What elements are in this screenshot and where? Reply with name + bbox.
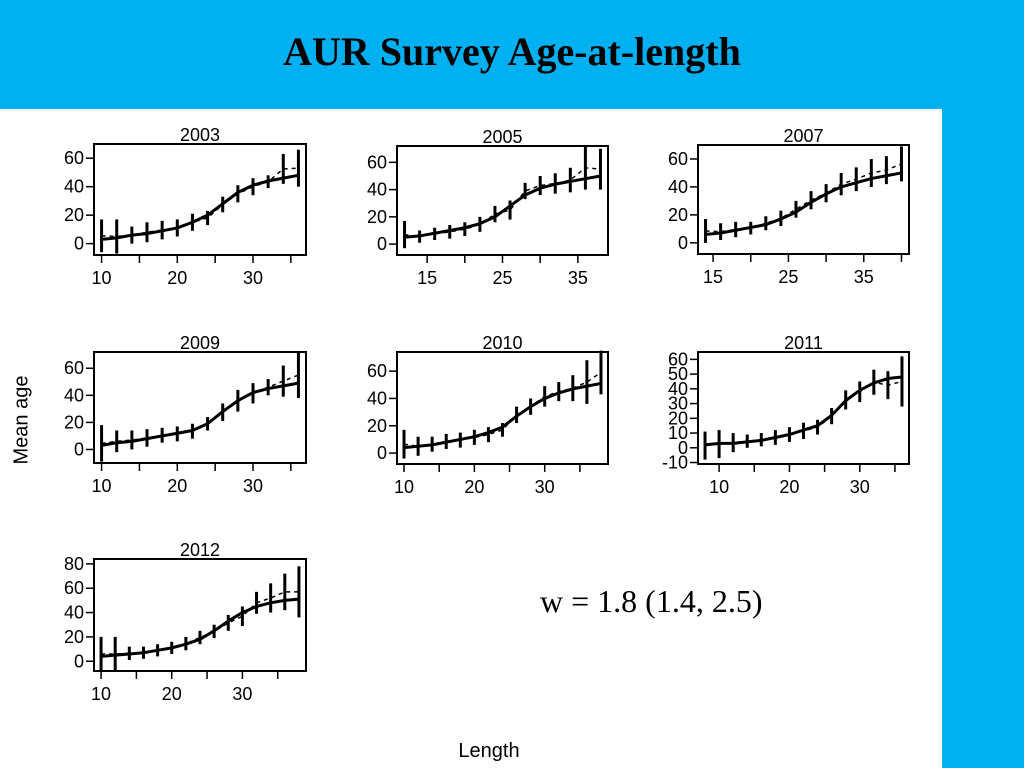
y-tick-label: 0 <box>377 443 387 463</box>
y-tick-label: 20 <box>64 412 84 432</box>
y-tick-label: 0 <box>74 234 84 254</box>
y-tick-label: 0 <box>678 233 688 253</box>
panel-title: 2010 <box>482 333 522 353</box>
y-tick-label: 50 <box>668 364 688 384</box>
panel-frame <box>697 144 910 255</box>
y-tick-label: 60 <box>64 578 84 598</box>
y-tick-label: 40 <box>64 385 84 405</box>
panel-frame <box>93 143 307 256</box>
panel-title: 2005 <box>482 127 522 147</box>
x-axis-label: Length <box>458 740 520 762</box>
y-tick-label: 60 <box>367 361 387 381</box>
y-tick-label: -10 <box>662 453 688 473</box>
panel-2003: 2003 0 20 40 60 10 20 30 <box>64 125 307 288</box>
chart-area: 2003 0 20 40 60 10 20 30 2005 0 20 40 60 15 25 35 2007 0 2… <box>0 109 942 768</box>
panel-2009: 2009 0 20 40 60 10 20 30 <box>64 333 307 496</box>
x-tick-label: 30 <box>243 268 263 288</box>
y-axis-label: Mean age <box>10 375 33 465</box>
title-band <box>0 0 1024 109</box>
panel-frame <box>93 558 307 672</box>
y-tick-label: 60 <box>668 349 688 369</box>
y-tick-label: 80 <box>64 554 84 574</box>
y-tick-label: 0 <box>678 438 688 458</box>
y-tick-label: 20 <box>668 205 688 225</box>
x-tick-label: 30 <box>243 476 263 496</box>
fitted-curve <box>101 381 299 447</box>
y-tick-label: 20 <box>367 416 387 436</box>
x-tick-label: 20 <box>167 268 187 288</box>
slide-title: AUR Survey Age-at-length <box>283 29 741 74</box>
panel-title: 2012 <box>180 540 220 560</box>
x-tick-label: 35 <box>854 267 874 287</box>
y-tick-label: 40 <box>668 177 688 197</box>
panel-2012: 2012 0 20 40 60 80 10 20 30 <box>64 540 307 704</box>
side-band <box>942 0 1024 768</box>
panel-frame <box>396 145 609 256</box>
fitted-curve <box>403 381 602 450</box>
fitted-curve <box>100 597 300 658</box>
y-tick-label: 40 <box>668 379 688 399</box>
x-tick-label: 25 <box>492 268 512 288</box>
x-tick-label: 30 <box>535 477 555 497</box>
panel-title: 2009 <box>180 333 220 353</box>
fitted-curve <box>704 375 903 447</box>
y-tick-label: 0 <box>377 234 387 254</box>
x-tick-label: 10 <box>394 477 414 497</box>
y-tick-label: 20 <box>668 408 688 428</box>
y-tick-label: 0 <box>74 439 84 459</box>
x-tick-label: 20 <box>779 477 799 497</box>
y-tick-label: 20 <box>64 205 84 225</box>
x-tick-label: 10 <box>92 476 112 496</box>
x-tick-label: 20 <box>464 477 484 497</box>
x-tick-label: 20 <box>167 476 187 496</box>
x-tick-label: 10 <box>92 268 112 288</box>
x-tick-label: 20 <box>162 684 182 704</box>
fit-annotation: w = 1.8 (1.4, 2.5) <box>540 583 763 619</box>
y-tick-label: 40 <box>64 603 84 623</box>
fitted-curve <box>705 171 902 236</box>
y-tick-label: 10 <box>668 423 688 443</box>
y-tick-label: 0 <box>74 651 84 671</box>
y-tick-label: 60 <box>367 152 387 172</box>
y-tick-label: 40 <box>64 177 84 197</box>
x-tick-label: 30 <box>850 477 870 497</box>
x-tick-label: 25 <box>778 267 798 287</box>
y-tick-label: 60 <box>668 149 688 169</box>
panel-2005: 2005 0 20 40 60 15 25 35 <box>367 127 609 288</box>
fitted-curve <box>404 174 601 239</box>
y-tick-label: 30 <box>668 394 688 414</box>
panel-2010: 2010 0 20 40 60 10 20 30 <box>367 333 609 497</box>
x-tick-label: 15 <box>703 267 723 287</box>
y-tick-label: 20 <box>64 627 84 647</box>
x-tick-label: 30 <box>232 684 252 704</box>
x-tick-label: 15 <box>417 268 437 288</box>
panel-frame <box>93 351 307 464</box>
panel-2007: 2007 0 20 40 60 15 25 35 <box>668 126 910 287</box>
y-tick-label: 40 <box>367 388 387 408</box>
x-tick-label: 10 <box>91 684 111 704</box>
x-tick-label: 35 <box>568 268 588 288</box>
y-tick-label: 40 <box>367 180 387 200</box>
y-tick-label: 60 <box>64 358 84 378</box>
panel-title: 2007 <box>783 126 823 146</box>
panel-frame <box>697 351 910 465</box>
panel-title: 2011 <box>784 333 823 353</box>
panel-title: 2003 <box>180 125 220 145</box>
x-tick-label: 10 <box>709 477 729 497</box>
y-tick-label: 60 <box>64 148 84 168</box>
fitted-curve <box>101 173 299 241</box>
panel-frame <box>396 351 609 465</box>
y-tick-label: 20 <box>367 207 387 227</box>
